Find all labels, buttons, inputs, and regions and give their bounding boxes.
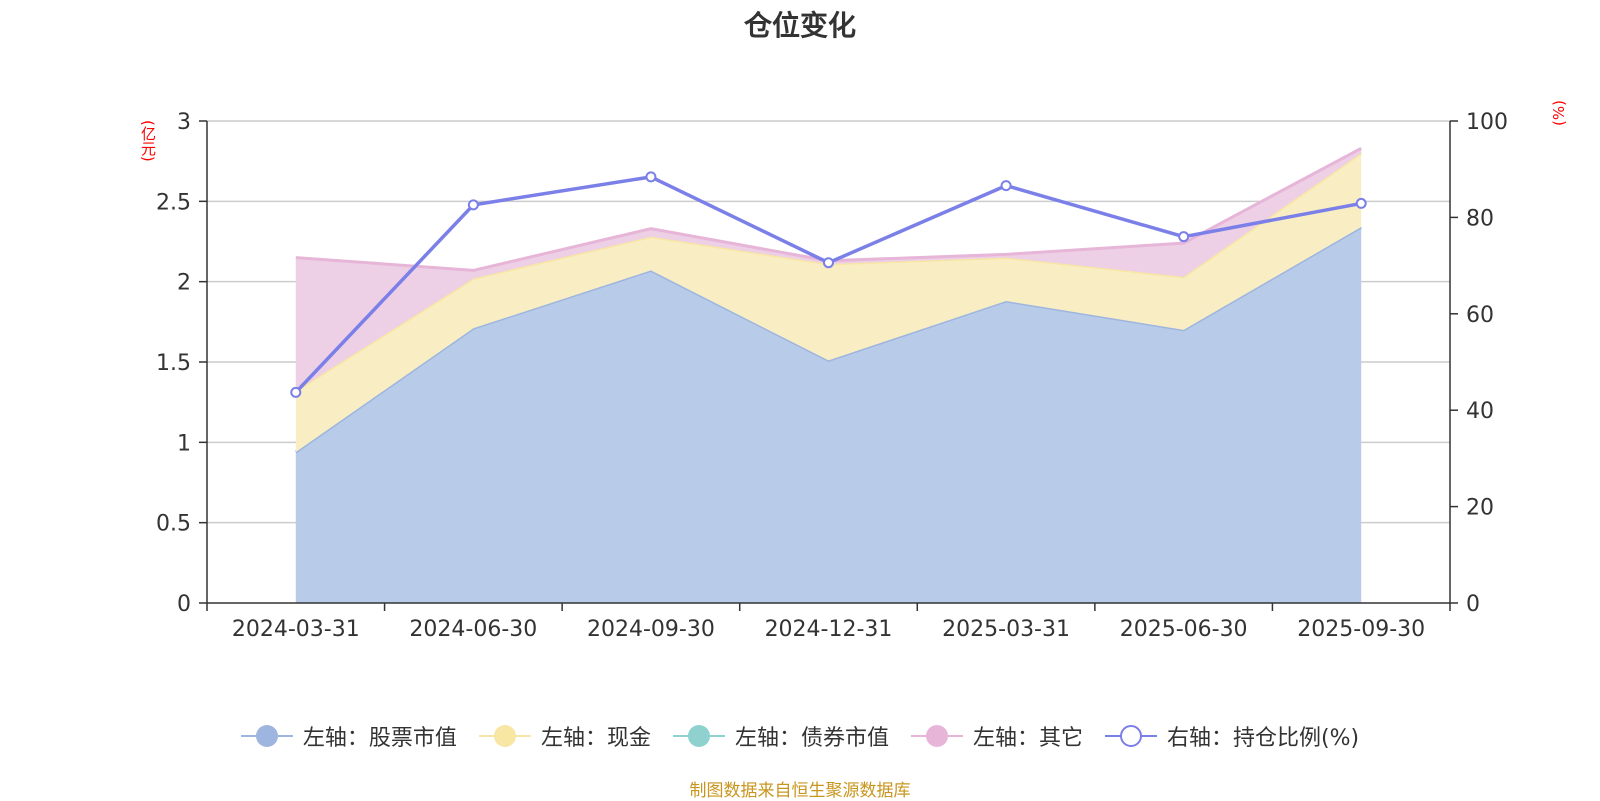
x-axis-tick-label: 2025-06-30 xyxy=(1120,617,1248,642)
legend-label: 左轴：其它 xyxy=(972,726,1083,751)
legend-symbol xyxy=(478,724,531,748)
left-axis-tick-label: 2 xyxy=(177,271,191,296)
legend-symbol xyxy=(240,724,293,748)
right-axis-tick-label: 60 xyxy=(1466,303,1494,328)
area-series-3 xyxy=(295,148,1362,391)
legend-item[interactable]: 右轴：持仓比例(%) xyxy=(1104,720,1360,752)
holding-ratio-point[interactable] xyxy=(290,386,302,398)
x-axis-tick-label: 2025-09-30 xyxy=(1297,617,1425,642)
right-axis-tick-label: 0 xyxy=(1466,592,1480,617)
holding-ratio-point[interactable] xyxy=(1355,197,1367,209)
holding-ratio-point[interactable] xyxy=(645,171,657,183)
right-axis-tick-label: 20 xyxy=(1466,496,1494,521)
legend-dot xyxy=(255,725,278,747)
legend-label: 左轴：债券市值 xyxy=(734,726,889,751)
legend-dot xyxy=(687,725,710,747)
legend-dot xyxy=(493,725,516,747)
legend-symbol xyxy=(910,724,963,748)
holding-ratio-point[interactable] xyxy=(1000,180,1012,192)
legend-label: 左轴：现金 xyxy=(540,726,651,751)
legend-symbol xyxy=(1104,724,1157,748)
left-axis-tick-label: 1.5 xyxy=(156,351,191,376)
data-source: 制图数据来自恒生聚源数据库 xyxy=(689,781,911,801)
x-axis-tick-label: 2025-03-31 xyxy=(942,617,1070,642)
left-axis-tick-label: 2.5 xyxy=(156,190,191,215)
legend-label: 左轴：股票市值 xyxy=(302,726,457,751)
right-axis-tick-label: 40 xyxy=(1466,399,1494,424)
left-axis-tick-label: 0.5 xyxy=(156,512,191,537)
legend-item[interactable]: 左轴：现金 xyxy=(478,720,651,752)
legend-dot xyxy=(925,725,948,747)
left-axis-unit: (亿元) xyxy=(139,120,157,162)
legend-symbol xyxy=(672,724,725,748)
legend-item[interactable]: 左轴：其它 xyxy=(910,720,1083,752)
holding-ratio-point[interactable] xyxy=(823,257,834,269)
legend-item[interactable]: 左轴：债券市值 xyxy=(672,720,889,752)
x-axis-tick-label: 2024-09-30 xyxy=(587,617,715,642)
left-axis-tick-label: 0 xyxy=(177,592,191,617)
holding-ratio-point[interactable] xyxy=(467,199,479,211)
area-series-0 xyxy=(295,227,1362,604)
chart-title: 仓位变化 xyxy=(743,9,856,42)
right-axis-tick-label: 80 xyxy=(1466,206,1494,231)
holding-ratio-point[interactable] xyxy=(1178,231,1190,243)
x-axis-tick-label: 2024-03-31 xyxy=(232,617,360,642)
right-axis-tick-label: 100 xyxy=(1466,110,1508,135)
legend-label: 右轴：持仓比例(%) xyxy=(1166,726,1360,751)
legend: 左轴：股票市值 左轴：现金 左轴：债券市值 左轴：其它 右轴：持仓比例(%) xyxy=(0,720,1600,752)
left-axis-tick-label: 1 xyxy=(177,431,191,456)
x-axis-tick-label: 2024-06-30 xyxy=(409,617,537,642)
left-axis-tick-label: 3 xyxy=(177,110,191,135)
x-axis-tick-label: 2024-12-31 xyxy=(765,617,893,642)
area-series-1 xyxy=(295,153,1362,452)
legend-dot xyxy=(1119,725,1142,747)
legend-item[interactable]: 左轴：股票市值 xyxy=(240,720,457,752)
